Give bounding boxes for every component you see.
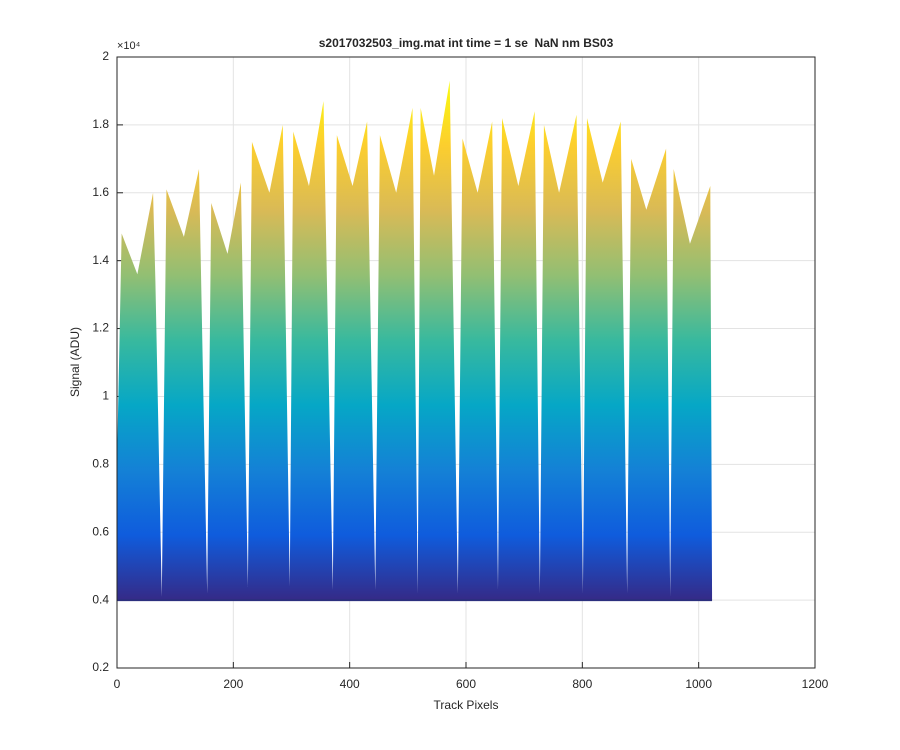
y-tick-label: 0.6 — [92, 524, 109, 538]
x-tick-label: 600 — [456, 677, 476, 691]
x-tick-label: 800 — [572, 677, 592, 691]
y-tick-label: 1.2 — [92, 321, 109, 335]
y-tick-label: 0.4 — [92, 592, 109, 606]
x-tick-label: 400 — [340, 677, 360, 691]
y-tick-label: 1.6 — [92, 185, 109, 199]
y-tick-label: 1.4 — [92, 253, 109, 267]
signal-area — [117, 80, 713, 601]
x-tick-label: 1200 — [802, 677, 829, 691]
plot-frame — [116, 56, 816, 669]
x-tick-label: 0 — [114, 677, 121, 691]
y-axis-label: Signal (ADU) — [68, 327, 82, 397]
x-axis-label: Track Pixels — [434, 698, 499, 712]
x-tick-label: 200 — [223, 677, 243, 691]
y-tick-label: 0.2 — [92, 660, 109, 674]
x-tick-label: 1000 — [685, 677, 712, 691]
y-tick-label: 1 — [102, 389, 109, 403]
y-exponent: ×10⁴ — [117, 40, 141, 52]
y-tick-label: 1.8 — [92, 117, 109, 131]
y-tick-label: 2 — [102, 49, 109, 63]
chart-title: s2017032503_img.mat int time = 1 se NaN … — [319, 36, 614, 50]
y-tick-label: 0.8 — [92, 457, 109, 471]
